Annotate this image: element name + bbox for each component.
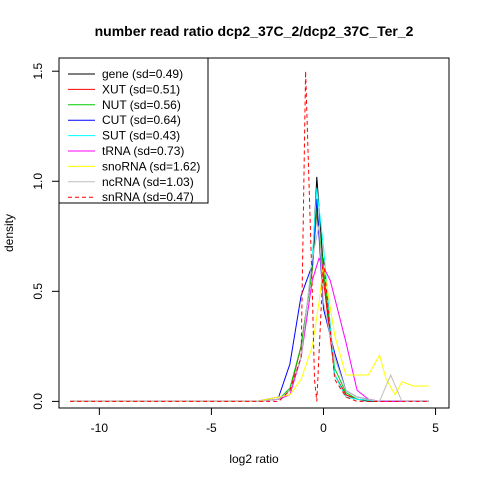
x-tick-label: -5: [206, 421, 217, 435]
legend-label-6: snoRNA (sd=1.62): [102, 159, 200, 173]
series-line-2: [70, 207, 429, 402]
x-axis: -10 -5 0 5: [91, 407, 439, 435]
legend: gene (sd=0.49)XUT (sd=0.51) NUT (sd=0.56)…: [58, 57, 209, 204]
series-line-5: [70, 256, 429, 402]
series-line-4: [70, 187, 429, 402]
series-line-1: [70, 212, 429, 402]
legend-label-4: SUT (sd=0.43): [102, 129, 180, 143]
x-tick-label: 0: [320, 421, 327, 435]
series-line-8: [70, 71, 429, 402]
legend-label-3: CUT (sd=0.64): [102, 113, 181, 127]
legend-box: [58, 57, 209, 204]
y-tick-label: 0.5: [31, 283, 45, 300]
y-tick-label: 1.0: [31, 173, 45, 190]
y-axis-label: density: [2, 214, 16, 252]
x-tick-label: -10: [91, 421, 109, 435]
x-axis-label: log2 ratio: [229, 452, 279, 466]
y-axis: 0.0 0.5 1.0 1.5: [31, 63, 60, 410]
series-line-3: [70, 198, 429, 402]
chart-title: number read ratio dcp2_37C_2/dcp2_37C_Te…: [95, 23, 414, 39]
legend-label-0: gene (sd=0.49): [102, 67, 183, 81]
series-line-6: [70, 264, 429, 402]
series-line-7: [70, 225, 429, 402]
y-tick-label: 1.5: [31, 63, 45, 80]
series-line-0: [70, 176, 429, 402]
legend-label-8: snRNA (sd=0.47): [102, 190, 194, 204]
legend-label-7: ncRNA (sd=1.03): [102, 175, 194, 189]
legend-label-1: XUT (sd=0.51): [102, 82, 180, 96]
legend-label-5: tRNA (sd=0.73): [102, 144, 184, 158]
y-tick-label: 0.0: [31, 393, 45, 410]
series-layer: [70, 71, 429, 402]
legend-label-2: NUT (sd=0.56): [102, 98, 181, 112]
x-tick-label: 5: [432, 421, 439, 435]
